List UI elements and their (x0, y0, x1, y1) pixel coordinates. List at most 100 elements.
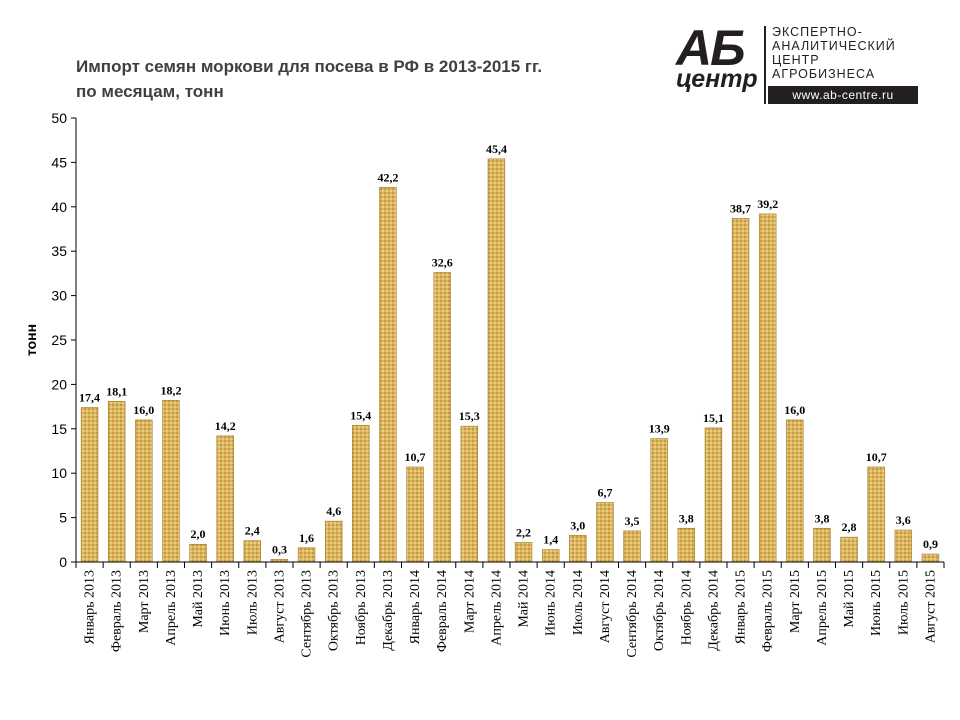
bar (786, 419, 804, 563)
logo-text-line: ЭКСПЕРТНО- (772, 25, 863, 39)
data-label: 0,3 (272, 542, 287, 556)
bar (840, 536, 858, 563)
bar (541, 549, 560, 563)
bar (460, 425, 479, 563)
x-tick-label: Август 2015 (923, 570, 938, 643)
logo-url: www.ab-centre.ru (768, 86, 918, 104)
x-tick-label: Май 2014 (517, 570, 532, 628)
x-tick-label: Сентябрь 2013 (300, 570, 315, 658)
logo-text: ЭКСПЕРТНО- АНАЛИТИЧЕСКИЙ ЦЕНТР АГРОБИЗНЕ… (772, 25, 896, 81)
x-tick-label: Март 2013 (137, 570, 152, 633)
bar (650, 438, 668, 563)
chart-title-line-1: Импорт семян моркови для посева в РФ в 2… (76, 57, 543, 76)
x-tick-label: Ноябрь 2013 (354, 570, 369, 645)
bar (352, 424, 370, 563)
x-tick-label: Январь 2015 (734, 570, 749, 644)
x-tick-label: Май 2013 (191, 570, 206, 628)
bar (243, 540, 262, 563)
bar (921, 553, 940, 563)
x-tick-label: Март 2014 (462, 570, 477, 633)
bar (894, 529, 913, 563)
y-tick-label: 10 (51, 465, 67, 481)
x-tick-label: Май 2015 (842, 570, 857, 628)
logo-divider (764, 26, 766, 104)
bar (677, 527, 696, 563)
x-tick-label: Август 2013 (272, 570, 287, 643)
y-tick-label: 0 (59, 554, 67, 570)
x-tick-label: Июнь 2015 (869, 570, 884, 636)
bar (731, 218, 750, 563)
data-label: 45,4 (486, 142, 507, 156)
bar (569, 535, 587, 563)
bar (80, 407, 99, 563)
bar (487, 158, 506, 563)
bar (623, 530, 641, 563)
data-label: 10,7 (405, 450, 426, 464)
bar (867, 466, 885, 563)
x-tick-label: Апрель 2013 (164, 570, 179, 646)
x-tick-label: Февраль 2014 (435, 570, 450, 652)
x-tick-label: Декабрь 2014 (706, 570, 721, 651)
x-tick-label: Апрель 2015 (815, 570, 830, 646)
data-label: 4,6 (326, 504, 341, 518)
y-tick-label: 25 (51, 332, 67, 348)
x-tick-label: Март 2015 (788, 570, 803, 633)
data-label: 6,7 (597, 486, 612, 500)
x-tick-label: Январь 2014 (408, 570, 423, 644)
y-tick-label: 20 (51, 376, 67, 392)
bar (758, 213, 777, 563)
y-tick-label: 50 (51, 110, 67, 126)
y-tick-label: 40 (51, 199, 67, 215)
data-label: 15,3 (459, 409, 480, 423)
bar (514, 542, 533, 563)
logo-text-line: АГРОБИЗНЕСА (772, 67, 876, 81)
x-tick-label: Июль 2013 (245, 570, 260, 635)
x-tick-label: Август 2014 (598, 570, 613, 643)
bar (406, 466, 424, 563)
bar (216, 435, 234, 563)
data-label: 15,4 (350, 408, 371, 422)
data-label: 2,0 (191, 527, 206, 541)
y-tick-label: 30 (51, 288, 67, 304)
data-label: 17,4 (79, 390, 100, 404)
x-tick-label: Декабрь 2013 (381, 570, 396, 651)
y-tick-label: 5 (59, 510, 67, 526)
x-tick-label: Январь 2013 (83, 570, 98, 644)
x-tick-label: Октябрь 2014 (652, 570, 667, 651)
y-tick-label: 45 (51, 154, 67, 170)
data-label: 1,4 (543, 533, 558, 547)
data-label: 42,2 (377, 170, 398, 184)
bar (379, 186, 397, 563)
ab-centre-logo: АБ центр ЭКСПЕРТНО- АНАЛИТИЧЕСКИЙ ЦЕНТР … (672, 22, 928, 106)
chart-title: Импорт семян моркови для посева в РФ в 2… (76, 54, 542, 104)
x-tick-label: Октябрь 2013 (327, 570, 342, 651)
y-tick-label: 15 (51, 421, 67, 437)
data-label: 18,2 (160, 383, 181, 397)
data-label: 2,4 (245, 524, 260, 538)
bar (297, 547, 316, 563)
data-label: 3,8 (679, 511, 694, 525)
logo-brand-bottom: центр (676, 65, 758, 93)
data-label: 16,0 (784, 403, 805, 417)
chart-title-line-2: по месяцам, тонн (76, 82, 224, 101)
bar (433, 272, 451, 563)
x-tick-label: Сентябрь 2014 (625, 570, 640, 658)
x-tick-label: Июль 2015 (896, 570, 911, 635)
x-tick-label: Июнь 2014 (544, 570, 559, 636)
data-label: 15,1 (703, 411, 724, 425)
data-label: 32,6 (432, 256, 453, 270)
data-label: 16,0 (133, 403, 154, 417)
data-label: 0,9 (923, 537, 938, 551)
data-label: 38,7 (730, 201, 751, 215)
data-label: 18,1 (106, 384, 127, 398)
x-tick-label: Ноябрь 2014 (679, 570, 694, 645)
bar (596, 502, 614, 563)
bar (189, 543, 207, 563)
logo-brand-top: АБ (676, 20, 746, 76)
bar (813, 527, 831, 563)
data-label: 39,2 (757, 197, 778, 211)
data-label: 13,9 (649, 422, 670, 436)
y-axis-label: тонн (23, 324, 39, 356)
data-label: 3,5 (625, 514, 640, 528)
